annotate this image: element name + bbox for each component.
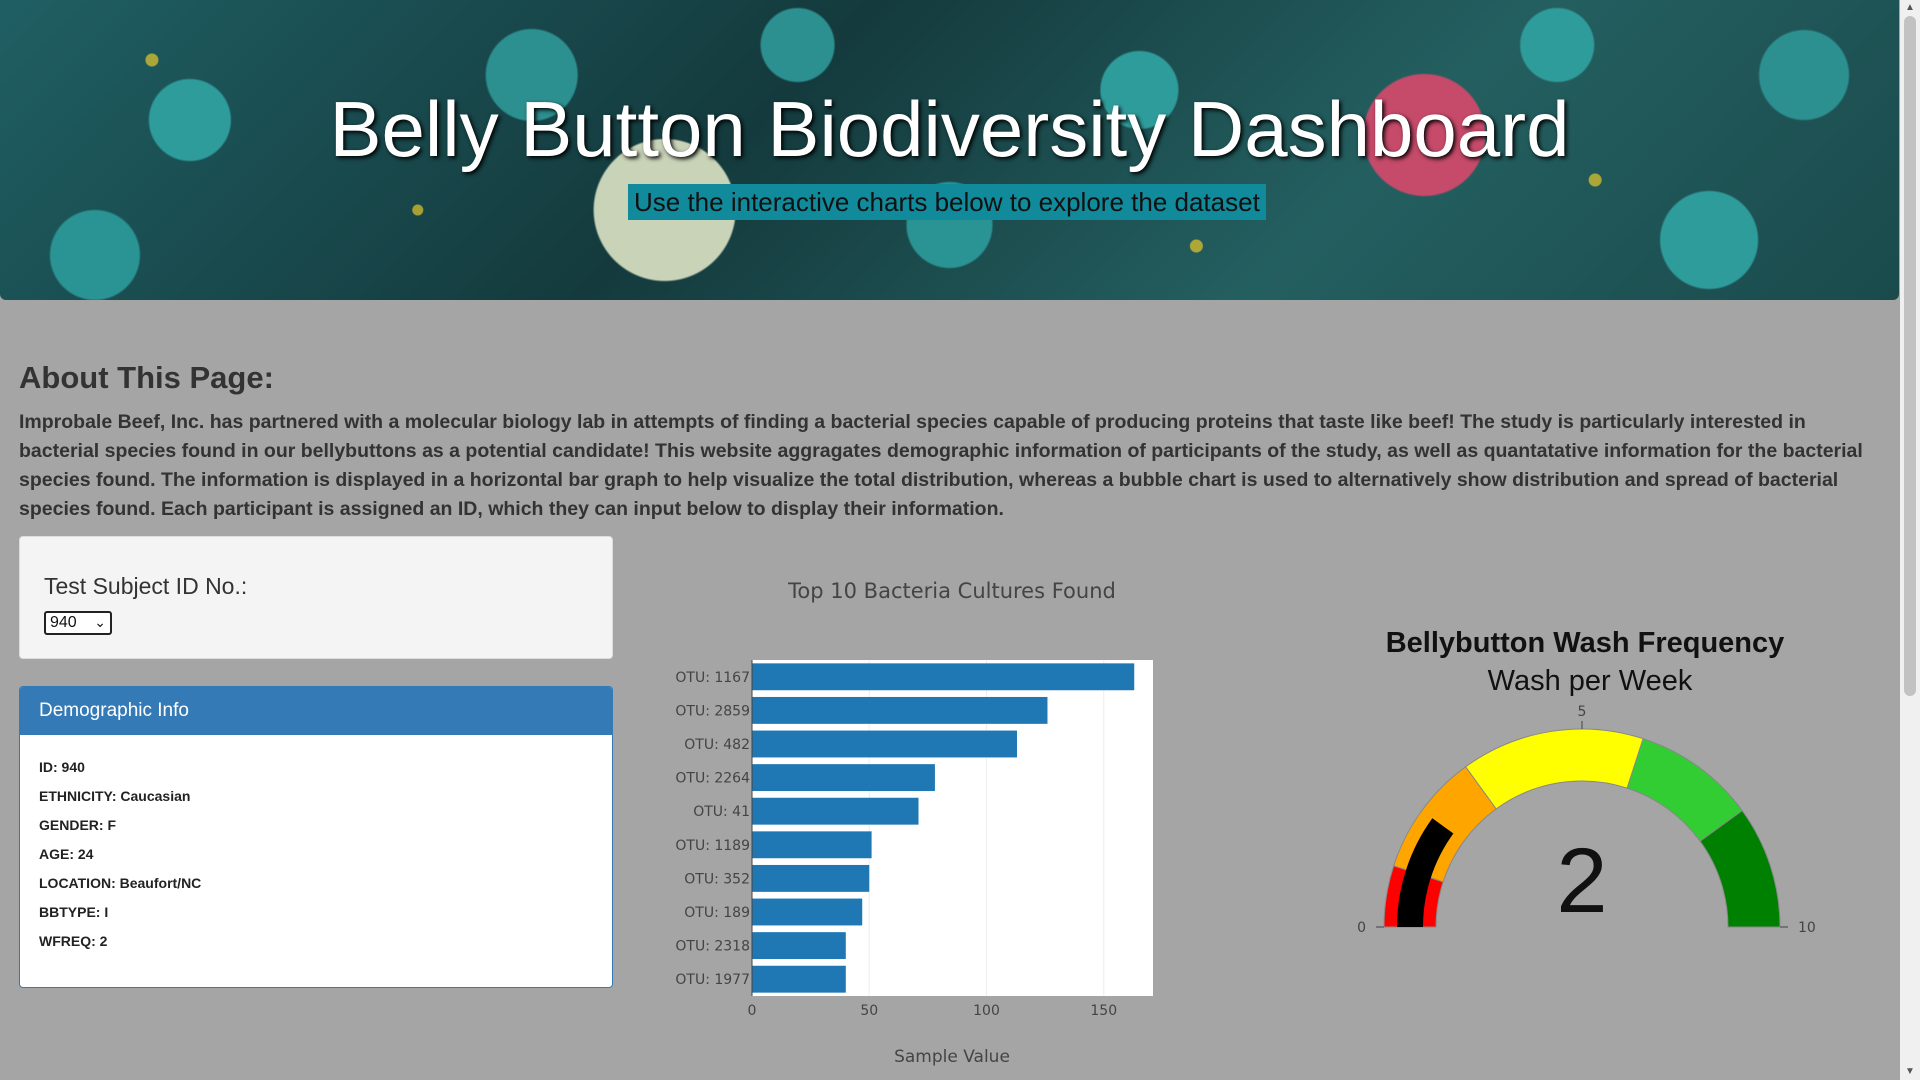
about-title: About This Page: xyxy=(19,360,274,395)
gauge-chart[interactable]: Bellybutton Wash Frequency Wash per Week 0… xyxy=(1340,600,1840,960)
subject-id-label: Test Subject ID No.: xyxy=(44,573,248,599)
demographic-list: ID: 940 ETHNICITY: Caucasian GENDER: F A… xyxy=(20,735,612,956)
bar xyxy=(752,831,872,859)
y-tick-label: OTU: 352 xyxy=(684,871,750,887)
x-tick-label: 50 xyxy=(860,1003,878,1019)
scroll-up-arrow-icon[interactable]: ▲ xyxy=(1905,2,1915,13)
y-tick-label: OTU: 1977 xyxy=(675,972,750,988)
demo-row-age: AGE: 24 xyxy=(39,846,94,862)
gauge-title: Bellybutton Wash Frequency xyxy=(1386,627,1785,659)
demographic-panel: Demographic Info ID: 940 ETHNICITY: Cauc… xyxy=(19,686,613,988)
subject-selector-panel: Test Subject ID No.: 940 ⌄ xyxy=(19,536,613,659)
gauge-subtitle: Wash per Week xyxy=(1488,665,1693,697)
bar xyxy=(752,696,1048,724)
chart-title: Top 10 Bacteria Cultures Found xyxy=(787,579,1116,603)
page-subtitle: Use the interactive charts below to expl… xyxy=(628,184,1266,220)
scroll-down-arrow-icon[interactable]: ▼ xyxy=(1905,1066,1915,1077)
demo-row-gender: GENDER: F xyxy=(39,817,116,833)
subject-id-value: 940 xyxy=(50,614,77,631)
demo-row-bbtype: BBTYPE: I xyxy=(39,904,109,920)
gauge-value-bar xyxy=(1397,818,1454,927)
gauge-step xyxy=(1464,728,1644,810)
header-banner: Belly Button Biodiversity Dashboard Use … xyxy=(0,0,1899,300)
bar xyxy=(752,730,1017,758)
bar xyxy=(752,898,863,926)
y-tick-label: OTU: 1167 xyxy=(675,670,750,686)
gauge-value: 2 xyxy=(1556,830,1607,932)
demo-row-id: ID: 940 xyxy=(39,759,85,775)
x-tick-label: 100 xyxy=(973,1003,1000,1019)
bar xyxy=(752,965,846,993)
bar xyxy=(752,797,919,825)
about-text: Improbale Beef, Inc. has partnered with … xyxy=(19,411,1863,520)
y-tick-label: OTU: 2318 xyxy=(675,939,750,955)
y-tick-label: OTU: 1189 xyxy=(675,838,750,854)
bar xyxy=(752,764,935,792)
gauge-tick-label: 10 xyxy=(1798,920,1816,936)
demographic-panel-title: Demographic Info xyxy=(20,687,612,735)
x-tick-label: 0 xyxy=(748,1003,757,1019)
page-title: Belly Button Biodiversity Dashboard xyxy=(329,85,1570,173)
y-tick-label: OTU: 2264 xyxy=(675,771,750,787)
demo-row-location: LOCATION: Beaufort/NC xyxy=(39,875,202,891)
demo-row-ethnicity: ETHNICITY: Caucasian xyxy=(39,788,191,804)
bar xyxy=(752,864,870,892)
gauge-tick-label: 0 xyxy=(1357,920,1366,936)
gauge-tick-label: 5 xyxy=(1578,704,1587,720)
y-tick-label: OTU: 189 xyxy=(684,905,750,921)
bar-chart[interactable]: Top 10 Bacteria Cultures Found 0 50 100 150 O… xyxy=(640,560,1260,1080)
y-tick-label: OTU: 41 xyxy=(693,804,750,820)
subject-id-select[interactable]: 940 ⌄ xyxy=(44,611,112,635)
y-tick-label: OTU: 482 xyxy=(684,737,750,753)
y-tick-label: OTU: 2859 xyxy=(675,703,750,719)
scrollbar-thumb[interactable] xyxy=(1904,16,1916,696)
gauge-step xyxy=(1699,809,1781,928)
demo-row-wfreq: WFREQ: 2 xyxy=(39,933,108,949)
bar xyxy=(752,663,1135,691)
bar xyxy=(752,932,846,960)
x-tick-label: 150 xyxy=(1090,1003,1117,1019)
x-axis-label: Sample Value xyxy=(894,1047,1010,1067)
chevron-down-icon: ⌄ xyxy=(94,614,106,630)
